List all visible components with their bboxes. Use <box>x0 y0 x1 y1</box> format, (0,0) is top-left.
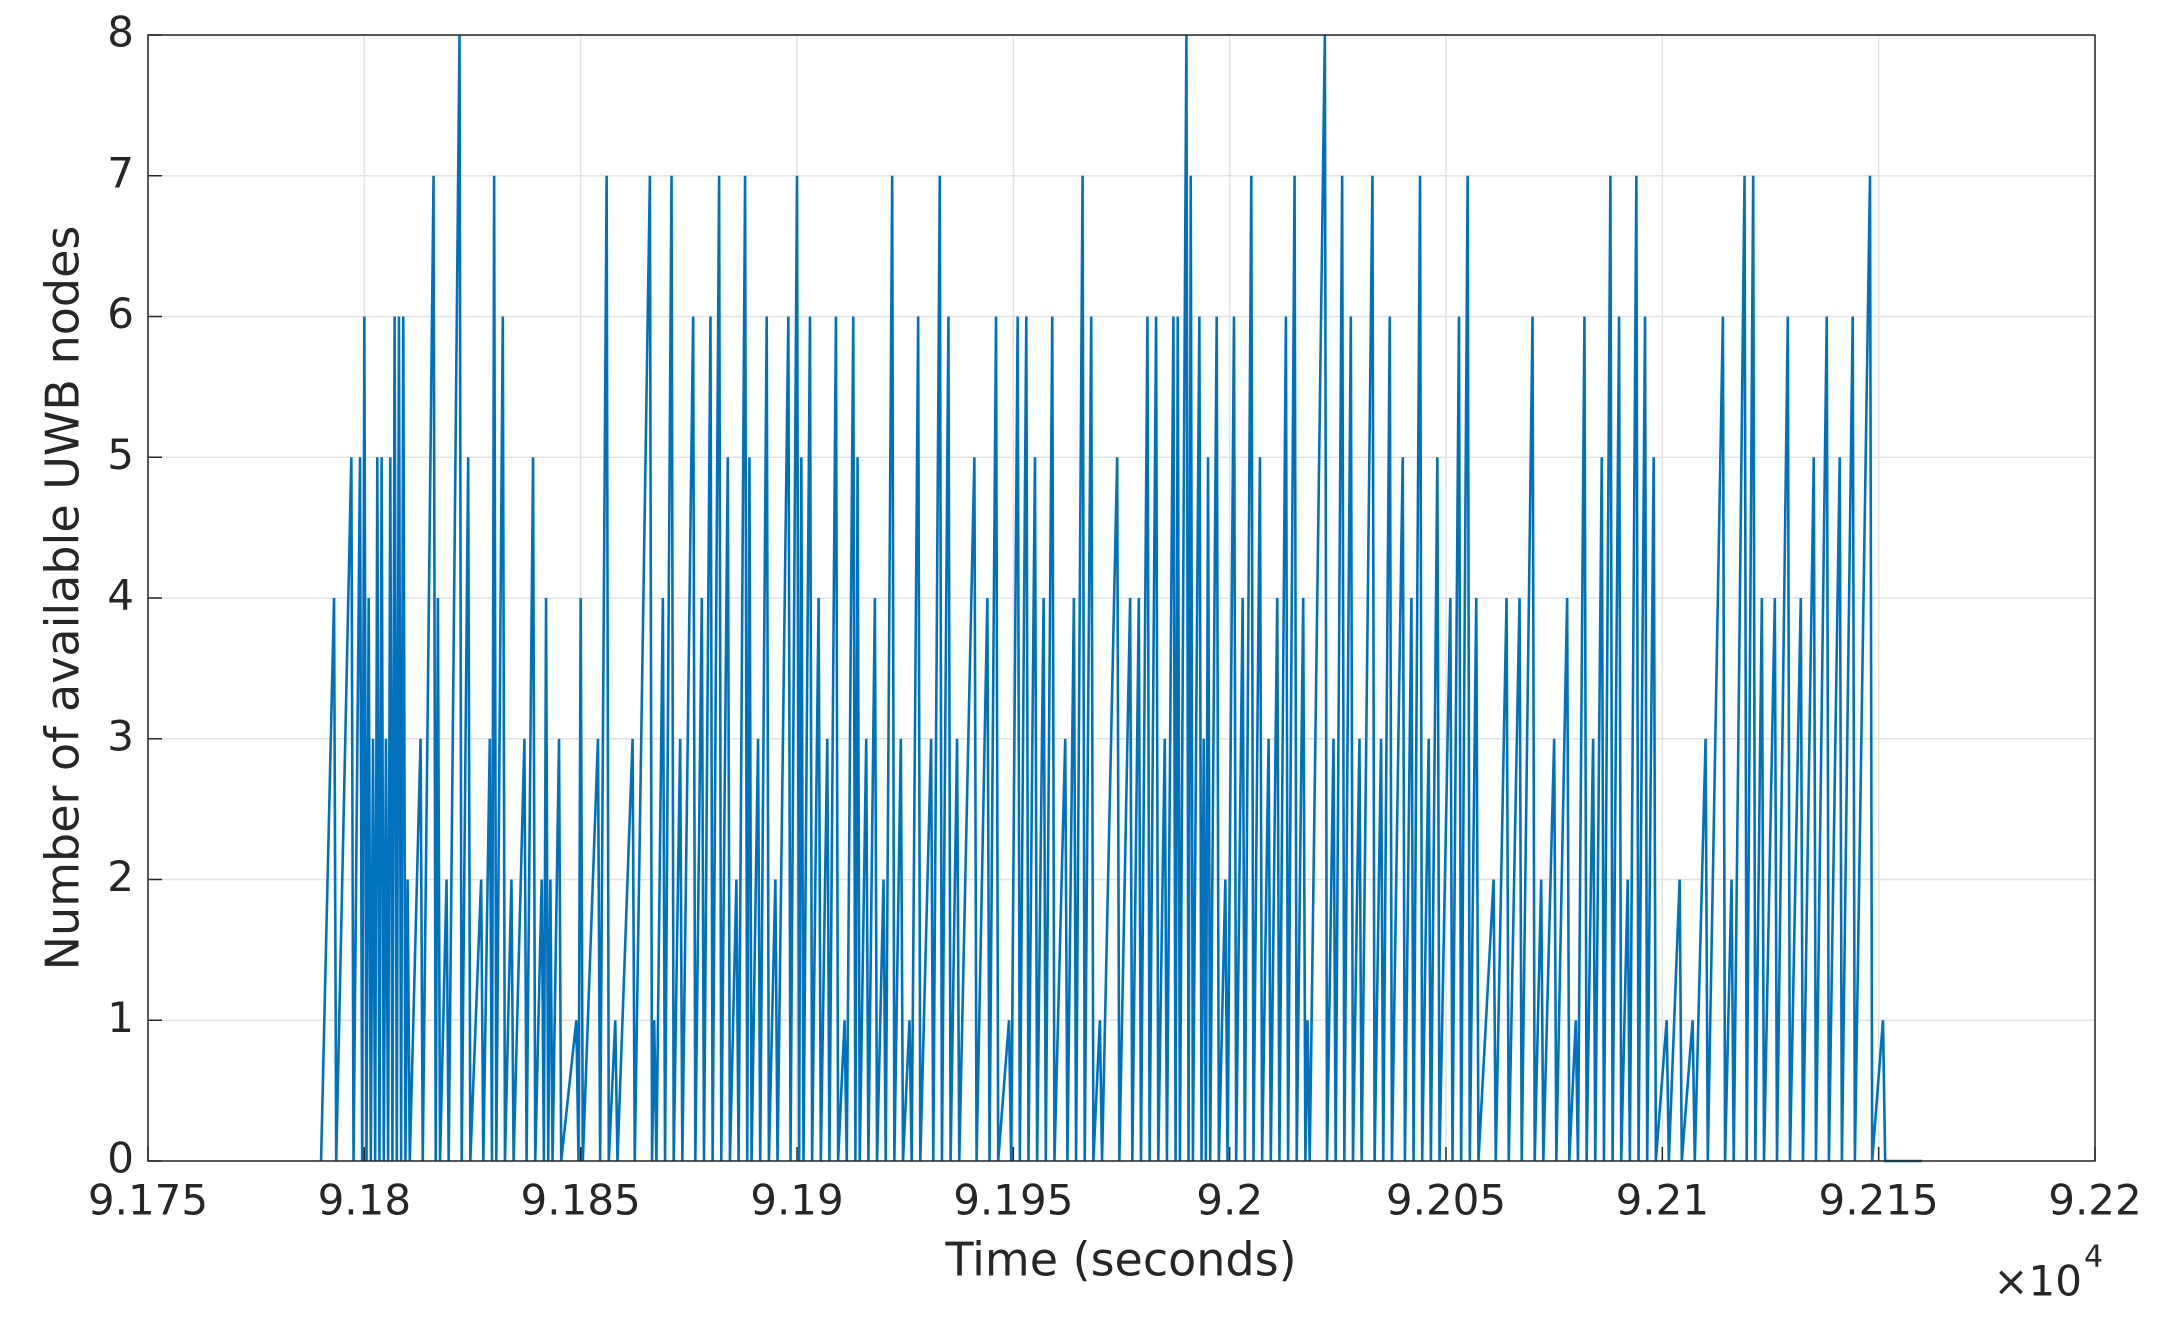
x-multiplier-exponent: 4 <box>2084 1240 2103 1275</box>
x-tick-label: 9.195 <box>953 1176 1073 1225</box>
x-tick-label: 9.2 <box>1196 1176 1263 1225</box>
y-tick-label: 1 <box>107 993 134 1042</box>
y-tick-label: 8 <box>107 8 134 57</box>
x-tick-label: 9.215 <box>1819 1176 1939 1225</box>
x-tick-label: 9.18 <box>318 1176 412 1225</box>
x-multiplier: ×10 <box>1993 1257 2082 1306</box>
x-tick-label: 9.175 <box>88 1176 208 1225</box>
x-axis-label: Time (seconds) <box>944 1233 1296 1287</box>
y-tick-label: 6 <box>107 289 134 338</box>
x-tick-label: 9.19 <box>750 1176 844 1225</box>
y-tick-label: 4 <box>107 571 134 620</box>
y-tick-label: 2 <box>107 852 134 901</box>
y-tick-label: 0 <box>107 1134 134 1183</box>
y-axis-label: Number of available UWB nodes <box>36 226 90 971</box>
plot-frame <box>147 34 2096 1162</box>
y-tick-label: 5 <box>107 430 134 479</box>
x-tick-label: 9.21 <box>1616 1176 1710 1225</box>
data-line <box>319 34 1922 1163</box>
y-tick-label: 7 <box>107 148 134 197</box>
y-tick-label: 3 <box>107 711 134 760</box>
x-tick-label: 9.185 <box>521 1176 641 1225</box>
x-tick-label: 9.205 <box>1386 1176 1506 1225</box>
x-tick-label: 9.22 <box>2048 1176 2142 1225</box>
